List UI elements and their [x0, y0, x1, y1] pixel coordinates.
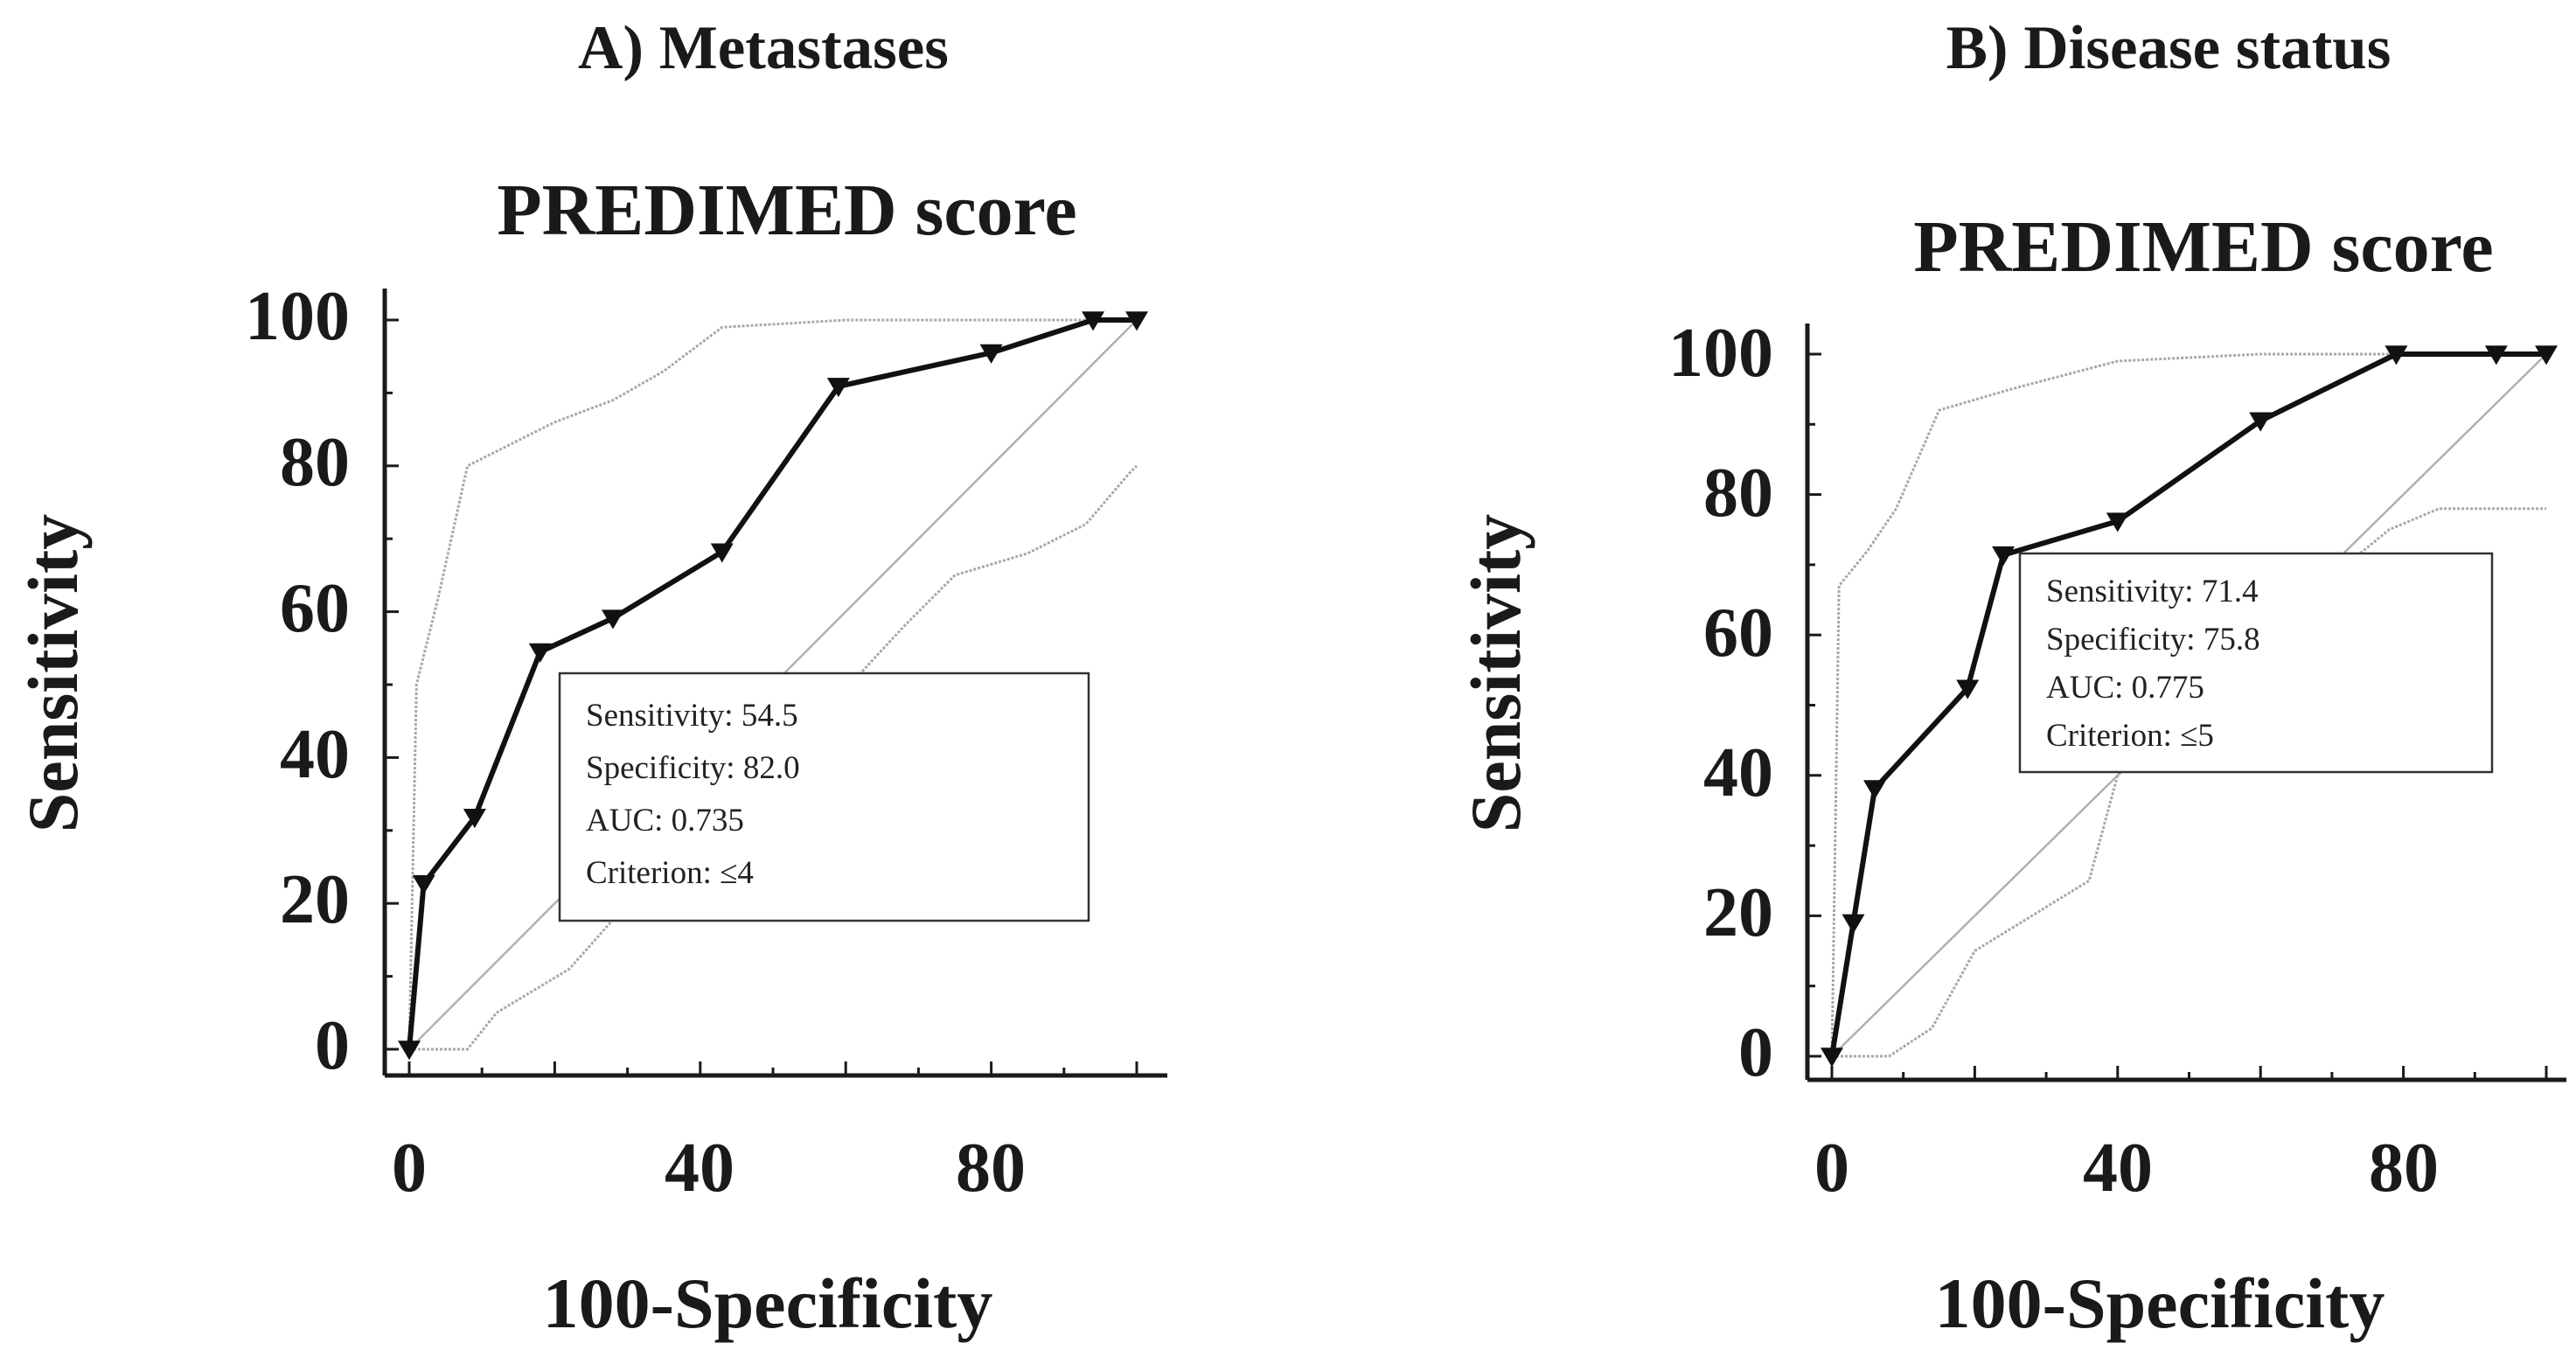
- panel-a-y-tick-20: 20: [280, 861, 350, 938]
- panel-a-y-tick-40: 40: [280, 716, 350, 793]
- panel-b-x-axis-label: 100-Specificity: [1935, 1263, 2385, 1343]
- panel-a-stats-frame: [558, 672, 1090, 922]
- panel-b-roc-point-4: [1992, 546, 2016, 567]
- panel-b-roc-point-2: [1863, 780, 1887, 800]
- panel-a-roc-point-1: [412, 874, 435, 895]
- panel-b-x-tick-40: 40: [2083, 1130, 2153, 1207]
- panel-b-y-tick-40: 40: [1703, 734, 1773, 811]
- panel-b-stats-box: Sensitivity: 71.4 Specificity: 75.8 AUC:…: [2018, 552, 2494, 774]
- panel-b-x-tick-0: 0: [1814, 1130, 1849, 1207]
- panel-b-ci-upper-line: [1830, 352, 2546, 1057]
- panel-a-roc-point-0: [398, 1040, 421, 1061]
- panel-b-x-ticks: 0 40 80: [1814, 1130, 2439, 1207]
- panel-b-y-tick-0: 0: [1738, 1014, 1773, 1091]
- panel-a-x-tick-40: 40: [665, 1130, 735, 1207]
- panel-b-y-axis-label: Sensitivity: [1456, 514, 1535, 832]
- panel-a-roc-point-9: [1125, 311, 1148, 331]
- panel-a-roc-line: [407, 317, 1137, 1050]
- panel-a-specificity: Specificity: 82.0: [586, 750, 800, 786]
- panel-a-roc-point-6: [826, 378, 850, 398]
- panel-a-roc-point-7: [979, 344, 1003, 364]
- panel-b-plot: [1805, 324, 2566, 1082]
- panel-b-roc-point-6: [2249, 412, 2273, 432]
- panel-a-title: A) Metastases: [578, 14, 949, 82]
- panel-a-x-tick-0: 0: [392, 1130, 427, 1207]
- panel-b-y-tick-100: 100: [1668, 315, 1773, 392]
- panel-b-y-tick-60: 60: [1703, 595, 1773, 672]
- panel-a-criterion: Criterion: ≤4: [586, 855, 754, 891]
- panel-a-y-tick-100: 100: [245, 278, 350, 355]
- panel-b-x-tick-80: 80: [2369, 1130, 2439, 1207]
- panel-b-roc-line: [1829, 351, 2546, 1057]
- panel-b-roc-point-9: [2535, 345, 2558, 365]
- panel-b-specificity: Specificity: 75.8: [2046, 622, 2260, 658]
- panel-a-roc-point-4: [601, 609, 624, 630]
- panel-b: B) Disease status PREDIMED score 0 20 40…: [1456, 14, 2566, 1343]
- panel-b-roc-point-3: [1956, 679, 1980, 699]
- panel-b-title: B) Disease status: [1946, 14, 2392, 82]
- panel-b-y-tick-80: 80: [1703, 455, 1773, 532]
- panel-a-sensitivity: Sensitivity: 54.5: [586, 698, 798, 734]
- panel-b-roc-point-1: [1841, 914, 1865, 934]
- panel-b-roc-point-7: [2385, 345, 2408, 365]
- panel-a-ci-upper-line: [407, 318, 1137, 1050]
- panel-b-auc: AUC: 0.775: [2046, 670, 2204, 706]
- panel-a-roc-point-8: [1082, 311, 1105, 331]
- panel-b-stats-frame: [2018, 552, 2494, 774]
- panel-a-roc-point-5: [710, 543, 734, 563]
- panel-b-y-ticks: 0 20 40 60 80 100: [1668, 315, 1773, 1091]
- panel-a-y-ticks: 0 20 40 60 80 100: [245, 278, 350, 1084]
- panel-a-stats-box: Sensitivity: 54.5 Specificity: 82.0 AUC:…: [558, 672, 1090, 922]
- panel-b-roc-point-8: [2484, 345, 2508, 365]
- panel-a-roc-point-2: [463, 809, 486, 829]
- panel-b-criterion: Criterion: ≤5: [2046, 718, 2214, 754]
- panel-a-x-axis-label: 100-Specificity: [543, 1263, 993, 1343]
- panel-a-y-tick-0: 0: [315, 1007, 350, 1084]
- panel-b-roc-point-0: [1821, 1047, 1843, 1068]
- panel-b-y-tick-20: 20: [1703, 874, 1773, 951]
- panel-b-chart-title: PREDIMED score: [1913, 206, 2493, 288]
- panel-a-y-axis-label: Sensitivity: [13, 514, 93, 832]
- panel-a: A) Metastases PREDIMED score 0 20 40 60 …: [13, 14, 1167, 1343]
- panel-a-x-ticks: 0 40 80: [392, 1130, 1026, 1207]
- panel-a-roc-point-3: [528, 643, 552, 663]
- panel-b-roc-point-5: [2106, 512, 2129, 532]
- panel-a-chart-title: PREDIMED score: [497, 170, 1076, 251]
- panel-b-ci-lower-line: [1832, 507, 2546, 1058]
- panel-a-auc: AUC: 0.735: [586, 803, 744, 839]
- panel-a-y-tick-60: 60: [280, 570, 350, 647]
- panel-a-x-tick-80: 80: [956, 1130, 1026, 1207]
- panel-a-y-tick-80: 80: [280, 424, 350, 501]
- panel-b-sensitivity: Sensitivity: 71.4: [2046, 574, 2259, 609]
